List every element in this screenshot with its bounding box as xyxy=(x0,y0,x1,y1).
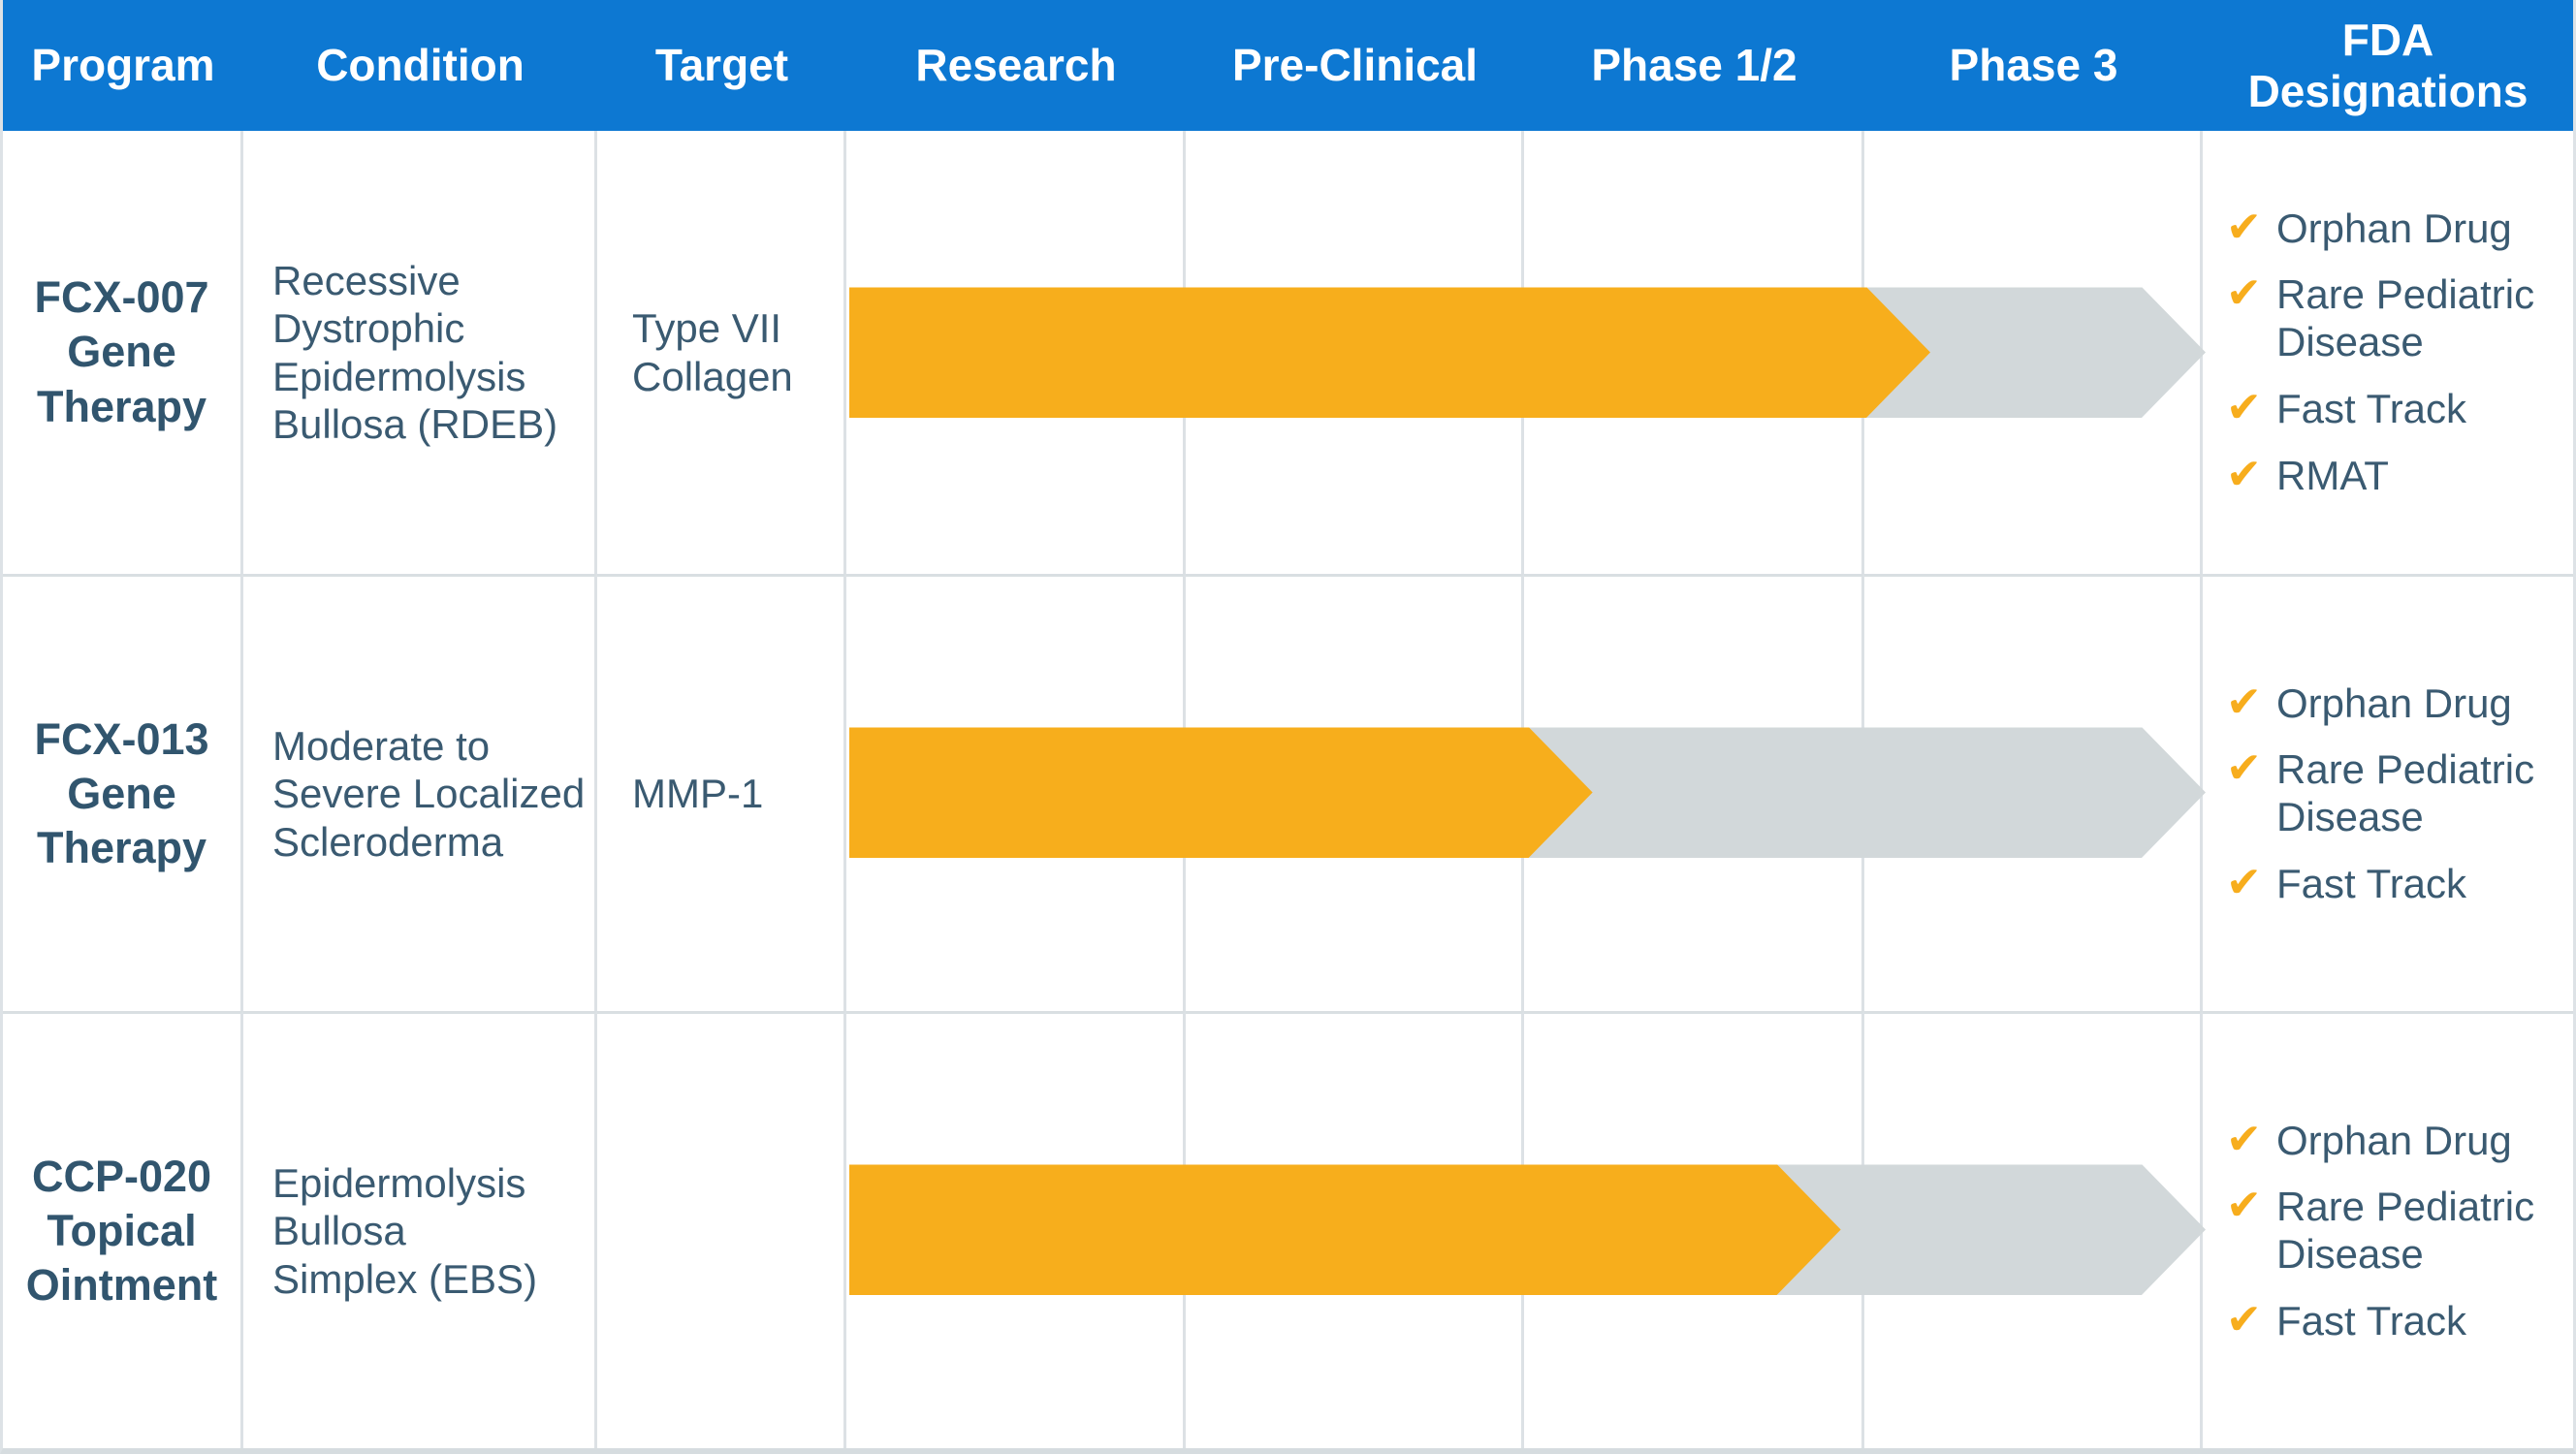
fda-designations-cell: ✔ Orphan Drug ✔ Rare Pediatric Disease ✔… xyxy=(2203,131,2573,574)
program-name-line: CCP-020 xyxy=(31,1151,212,1201)
target-line: Collagen xyxy=(632,353,793,399)
fda-designation-item: ✔ Fast Track xyxy=(2226,382,2567,433)
fda-designation-item: ✔ Rare Pediatric Disease xyxy=(2226,1181,2567,1278)
program-name-line: Therapy xyxy=(36,381,207,431)
check-icon: ✔ xyxy=(2226,1114,2262,1164)
check-icon: ✔ xyxy=(2226,857,2262,907)
target-cell: Type VII Collagen xyxy=(597,131,846,574)
phase-cell-phase3 xyxy=(1864,131,2203,574)
condition-line: Epidermolysis xyxy=(272,1160,526,1207)
fda-designation-label: Fast Track xyxy=(2276,860,2467,906)
condition-line: Bullosa xyxy=(272,1208,406,1254)
phase-cell-research xyxy=(846,1011,1186,1448)
program-name-line: Topical xyxy=(47,1205,197,1255)
target-cell: MMP-1 xyxy=(597,574,846,1011)
program-name-line: FCX-007 xyxy=(34,272,209,323)
program-name-line: Therapy xyxy=(36,823,207,873)
check-icon: ✔ xyxy=(2226,1294,2262,1344)
fda-designation-label: Rare Pediatric Disease xyxy=(2276,746,2535,839)
col-header-research: Research xyxy=(846,0,1186,131)
condition-cell: Moderate to Severe Localized Scleroderma xyxy=(243,574,597,1011)
target-line: MMP-1 xyxy=(632,771,764,817)
condition-cell: Recessive Dystrophic Epidermolysis Bullo… xyxy=(243,131,597,574)
check-icon: ✔ xyxy=(2226,202,2262,252)
program-cell: CCP-020 Topical Ointment xyxy=(3,1011,243,1448)
phase-cell-phase12 xyxy=(1524,131,1864,574)
col-header-program: Program xyxy=(3,0,243,131)
fda-designation-label: RMAT xyxy=(2276,452,2389,498)
target-cell xyxy=(597,1011,846,1448)
phase-cell-phase12 xyxy=(1524,1011,1864,1448)
fda-designation-item: ✔ Rare Pediatric Disease xyxy=(2226,269,2567,365)
check-icon: ✔ xyxy=(2226,1181,2262,1231)
condition-line: Dystrophic xyxy=(272,305,465,352)
phase-cell-phase3 xyxy=(1864,574,2203,1011)
condition-cell: Epidermolysis Bullosa Simplex (EBS) xyxy=(243,1011,597,1448)
fda-designation-item: ✔ Orphan Drug xyxy=(2226,202,2567,253)
col-header-condition: Condition xyxy=(243,0,597,131)
program-name-line: Ointment xyxy=(25,1260,218,1311)
phase-cell-phase3 xyxy=(1864,1011,2203,1448)
check-icon: ✔ xyxy=(2226,382,2262,432)
col-header-preclinical: Pre-Clinical xyxy=(1186,0,1524,131)
col-header-fda-designations: FDA Designations xyxy=(2203,0,2573,131)
fda-designations-cell: ✔ Orphan Drug ✔ Rare Pediatric Disease ✔… xyxy=(2203,1011,2573,1448)
col-header-phase3: Phase 3 xyxy=(1864,0,2203,131)
fda-designations-cell: ✔ Orphan Drug ✔ Rare Pediatric Disease ✔… xyxy=(2203,574,2573,1011)
condition-line: Recessive xyxy=(272,258,461,304)
fda-designation-item: ✔ Orphan Drug xyxy=(2226,677,2567,728)
check-icon: ✔ xyxy=(2226,449,2262,499)
condition-line: Severe Localized xyxy=(272,771,586,817)
program-cell: FCX-013 Gene Therapy xyxy=(3,574,243,1011)
fda-designation-label: Orphan Drug xyxy=(2276,1117,2512,1163)
check-icon: ✔ xyxy=(2226,743,2262,794)
fda-designation-label: Orphan Drug xyxy=(2276,680,2512,726)
condition-line: Simplex (EBS) xyxy=(272,1255,538,1302)
check-icon: ✔ xyxy=(2226,677,2262,727)
fda-designation-item: ✔ Fast Track xyxy=(2226,857,2567,908)
fda-designation-item: ✔ Orphan Drug xyxy=(2226,1114,2567,1165)
condition-line: Scleroderma xyxy=(272,818,504,865)
fda-designation-label: Fast Track xyxy=(2276,1297,2467,1343)
fda-designation-item: ✔ RMAT xyxy=(2226,449,2567,500)
phase-cell-preclinical xyxy=(1186,1011,1524,1448)
check-icon: ✔ xyxy=(2226,269,2262,319)
col-header-phase12: Phase 1/2 xyxy=(1524,0,1864,131)
phase-cell-research xyxy=(846,131,1186,574)
fda-designation-item: ✔ Fast Track xyxy=(2226,1294,2567,1345)
fda-designation-label: Orphan Drug xyxy=(2276,205,2512,251)
condition-line: Epidermolysis xyxy=(272,353,526,399)
phase-cell-phase12 xyxy=(1524,574,1864,1011)
program-cell: FCX-007 Gene Therapy xyxy=(3,131,243,574)
phase-cell-preclinical xyxy=(1186,131,1524,574)
col-header-target: Target xyxy=(597,0,846,131)
program-name-line: Gene xyxy=(67,327,176,377)
phase-cell-research xyxy=(846,574,1186,1011)
fda-designation-item: ✔ Rare Pediatric Disease xyxy=(2226,743,2567,840)
target-line: Type VII xyxy=(632,305,782,352)
phase-cell-preclinical xyxy=(1186,574,1524,1011)
program-name-line: Gene xyxy=(67,768,176,818)
fda-designation-label: Rare Pediatric Disease xyxy=(2276,1184,2535,1277)
fda-designation-label: Rare Pediatric Disease xyxy=(2276,271,2535,365)
fda-designation-label: Fast Track xyxy=(2276,385,2467,431)
program-name-line: FCX-013 xyxy=(34,713,209,764)
condition-line: Bullosa (RDEB) xyxy=(272,400,558,447)
condition-line: Moderate to xyxy=(272,723,491,770)
